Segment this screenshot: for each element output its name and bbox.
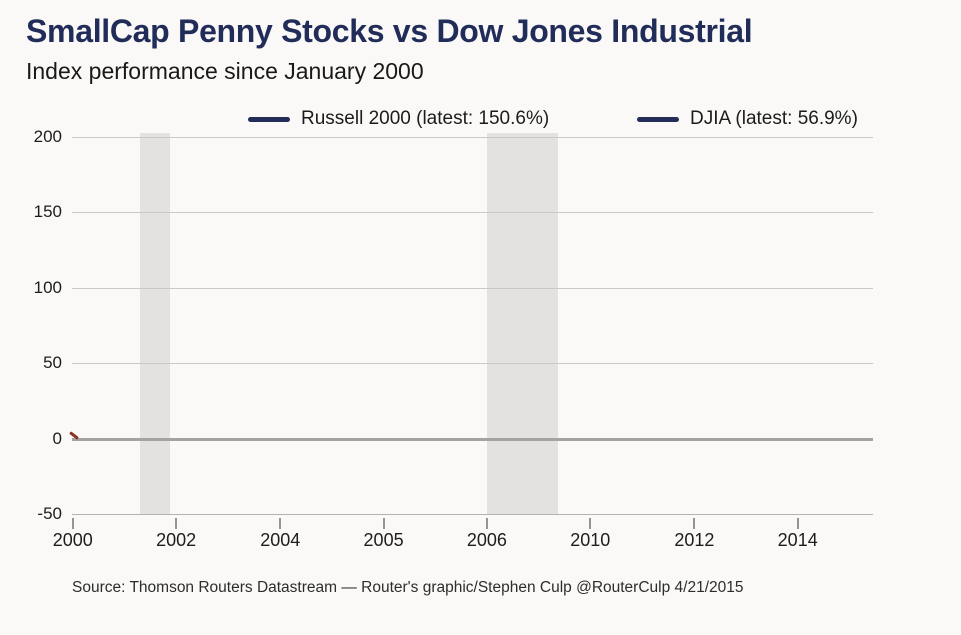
x-axis-tick-label: 2004 bbox=[260, 530, 301, 550]
gridline bbox=[72, 212, 873, 214]
x-axis-tick bbox=[485, 518, 488, 529]
zero-gridline bbox=[72, 437, 873, 441]
y-axis-tick-label: 200 bbox=[33, 127, 62, 146]
gridline bbox=[72, 287, 873, 289]
gridline bbox=[72, 363, 873, 365]
recession-band bbox=[486, 133, 559, 515]
gridline bbox=[72, 514, 873, 515]
y-axis-tick-label: 150 bbox=[33, 202, 62, 222]
plot-area bbox=[69, 133, 873, 515]
x-axis-tick-label: 2012 bbox=[674, 530, 715, 550]
y-axis-tick-label: 100 bbox=[33, 277, 62, 297]
x-axis-tick-label: 2014 bbox=[777, 530, 818, 550]
y-axis-tick-label: 0 bbox=[52, 428, 62, 448]
gridline bbox=[72, 137, 873, 138]
line-swatch-icon bbox=[248, 116, 290, 122]
x-axis-tick bbox=[175, 518, 178, 529]
x-axis-tick bbox=[589, 518, 592, 529]
source-note: Source: Thomson Routers Datastream — Rou… bbox=[72, 579, 744, 596]
y-axis-tick-label: 50 bbox=[43, 353, 62, 373]
x-axis-tick-label: 2002 bbox=[156, 530, 197, 550]
chart-subtitle: Index performance since January 2000 bbox=[26, 58, 424, 84]
x-axis-tick bbox=[382, 518, 385, 529]
x-axis-tick-label: 2000 bbox=[52, 530, 93, 550]
x-axis-tick-label: 2010 bbox=[570, 530, 611, 550]
x-axis-tick bbox=[693, 518, 696, 529]
legend-item: Russell 2000 (latest: 150.6%) bbox=[248, 106, 549, 132]
chart-title: SmallCap Penny Stocks vs Dow Jones Indus… bbox=[26, 13, 753, 49]
legend-item-label: DJIA (latest: 56.9%) bbox=[690, 108, 858, 129]
y-axis-tick-label: -50 bbox=[37, 504, 62, 523]
x-axis-tick-label: 2005 bbox=[363, 530, 404, 550]
x-axis-tick bbox=[279, 518, 282, 529]
legend: Russell 2000 (latest: 150.6%) DJIA (lates… bbox=[0, 106, 961, 134]
line-swatch-icon bbox=[637, 116, 679, 122]
x-axis-tick bbox=[796, 518, 799, 529]
legend-item: DJIA (latest: 56.9%) bbox=[637, 106, 858, 132]
legend-item-label: Russell 2000 (latest: 150.6%) bbox=[301, 108, 550, 129]
x-axis-tick bbox=[71, 518, 74, 529]
recession-band bbox=[140, 133, 170, 515]
series-origin-marker bbox=[69, 430, 79, 440]
x-axis-tick-label: 2006 bbox=[466, 530, 507, 550]
